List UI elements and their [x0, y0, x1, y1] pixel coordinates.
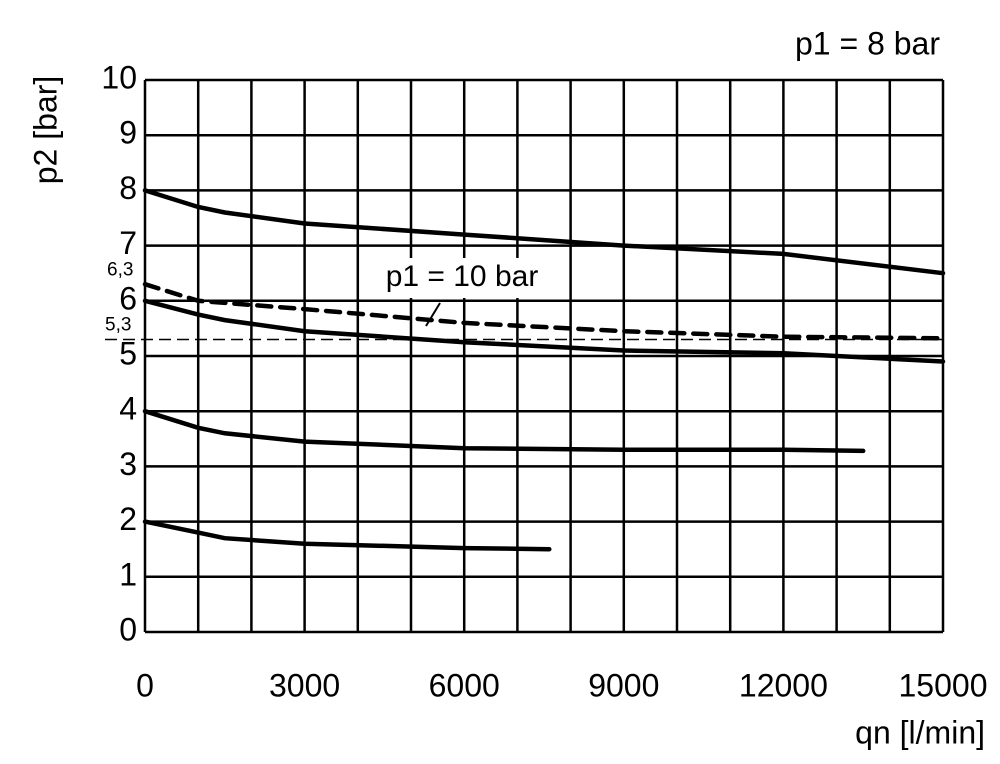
y-tick-label: 5	[119, 335, 137, 371]
x-tick-label: 12000	[739, 667, 828, 703]
data-line	[142, 519, 552, 552]
data-line	[142, 281, 946, 341]
data-line	[142, 408, 866, 454]
y-tick-label: 10	[101, 59, 137, 95]
data-line	[142, 188, 946, 276]
label-bg	[368, 258, 558, 298]
start-label: 6,3	[107, 259, 133, 280]
y-tick-label: 1	[119, 556, 137, 592]
y-tick-label: 9	[119, 115, 137, 151]
leader-line	[425, 302, 441, 327]
x-tick-label: 6000	[429, 667, 500, 703]
data-line	[142, 298, 946, 364]
x-tick-label: 0	[136, 667, 154, 703]
y-tick-label: 4	[119, 391, 137, 427]
y-tick-label: 3	[119, 446, 137, 482]
x-axis-label: qn [l/min]	[855, 714, 985, 750]
y-tick-label: 2	[119, 501, 137, 537]
series-label: p1 = 10 bar	[386, 260, 539, 293]
y-tick-label: 0	[119, 611, 137, 647]
x-tick-label: 9000	[588, 667, 659, 703]
reference-label: 5,3	[105, 314, 131, 335]
y-tick-label: 6	[119, 280, 137, 316]
x-tick-label: 15000	[899, 667, 988, 703]
y-tick-label: 8	[119, 170, 137, 206]
x-tick-label: 3000	[269, 667, 340, 703]
y-tick-label: 7	[119, 225, 137, 261]
annotation: p1 = 8 bar	[795, 25, 940, 61]
y-axis-label: p2 [bar]	[27, 76, 63, 185]
